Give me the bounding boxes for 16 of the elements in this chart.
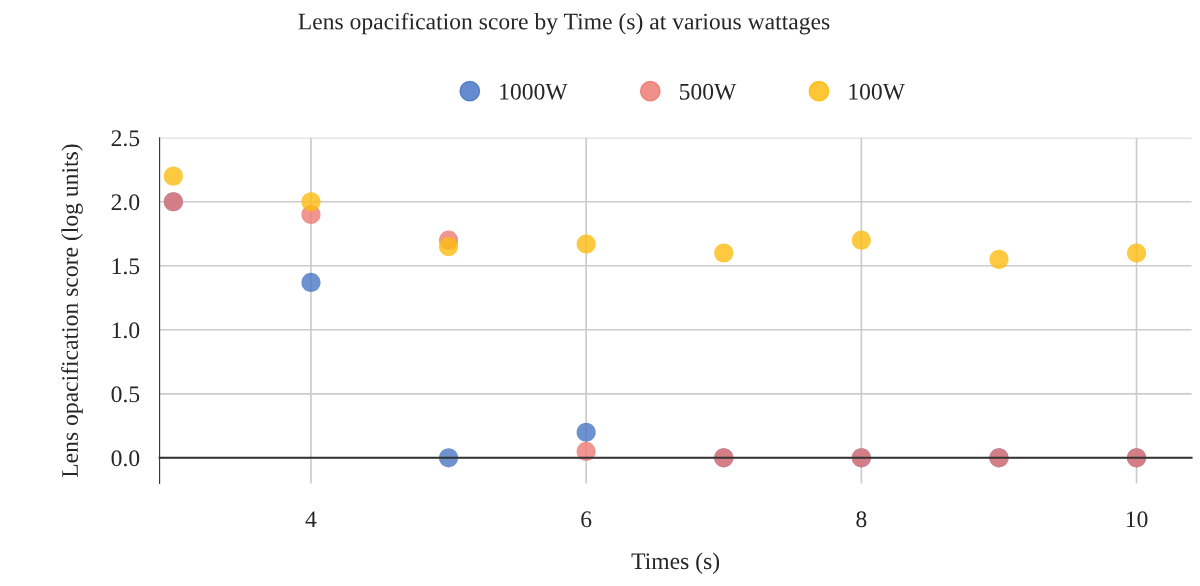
y-tick-label: 0.0 — [111, 450, 140, 467]
x-tick-label: 10 — [1126, 511, 1148, 528]
y-tick-label: 2.0 — [111, 194, 140, 211]
legend-label: 100W — [849, 83, 905, 100]
x-tick-label: 8 — [856, 511, 867, 528]
y-tick-label: 0.5 — [111, 386, 140, 403]
x-tick-label: 6 — [581, 511, 592, 528]
x-tick-label: 4 — [305, 511, 317, 527]
y-tick-label: 2.5 — [111, 130, 140, 147]
legend-label: 1000W — [500, 83, 568, 100]
y-tick-label: 1.5 — [112, 258, 140, 275]
x-axis-title: Times (s) — [631, 552, 720, 575]
legend-label: 500W — [680, 83, 737, 100]
y-axis-title: Lens opacification score (log units) — [61, 144, 83, 478]
chart-title: Lens opacification score by Time (s) at various wattages — [298, 12, 830, 35]
y-tick-label: 1.0 — [112, 322, 140, 339]
